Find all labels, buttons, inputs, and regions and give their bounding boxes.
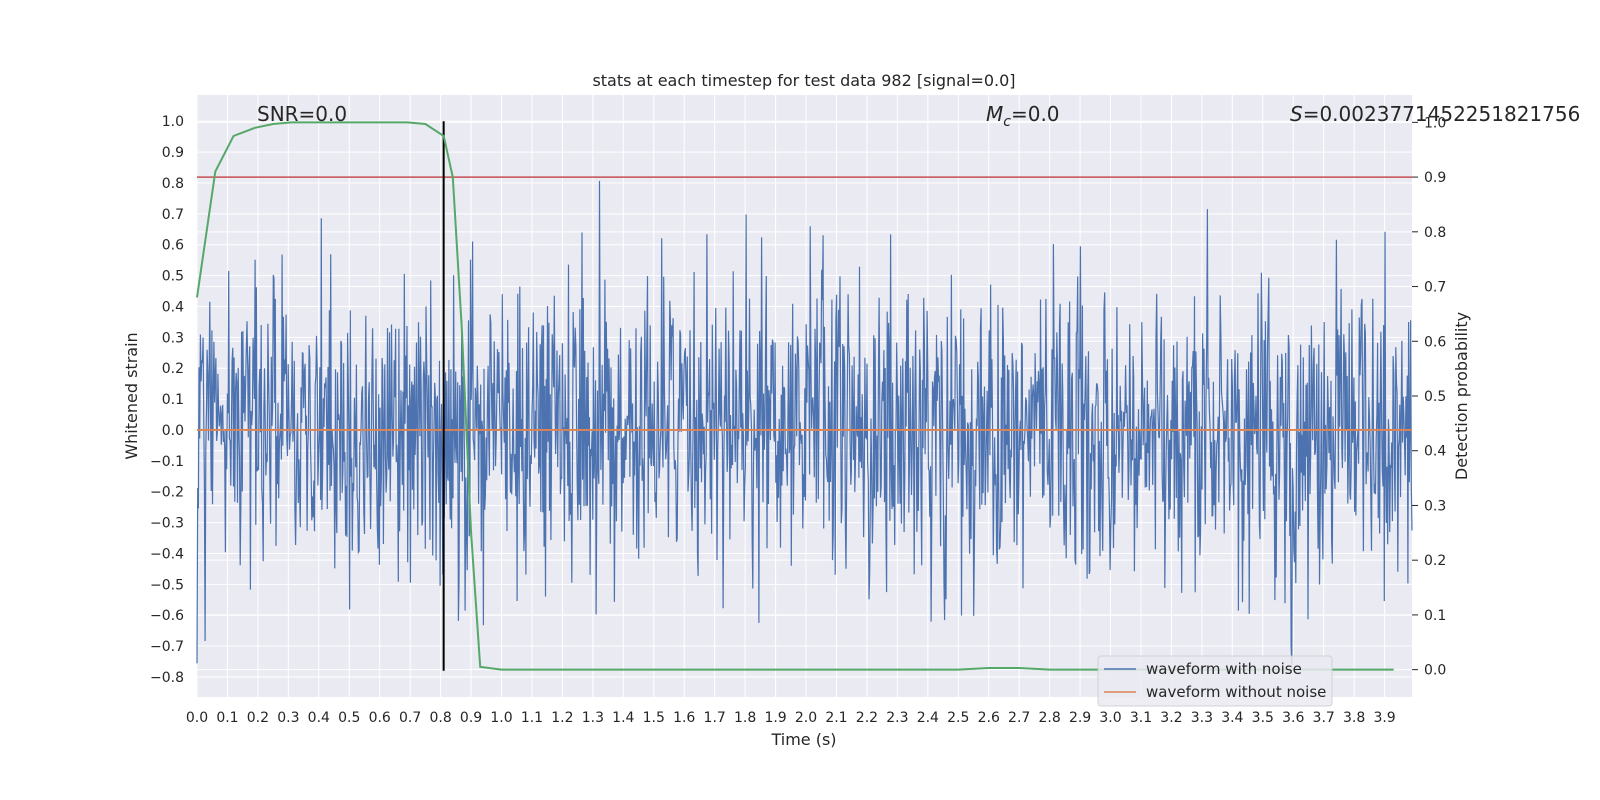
y-axis-label: Whitened strain [122,332,141,459]
x-tick-label: 3.4 [1221,710,1243,726]
s-symbol: S [1290,102,1303,126]
y2-tick-label: 0.1 [1424,608,1446,624]
mc-symbol: M [986,102,1003,126]
y-tick-label: 1.0 [162,114,184,130]
x-tick-label: 3.2 [1160,710,1182,726]
legend-box [1097,655,1333,707]
y-tick-label: 0.7 [162,207,184,223]
x-tick-label: 0.2 [247,710,269,726]
x-tick-label: 3.3 [1191,710,1213,726]
y2-tick-label: 0.2 [1424,553,1446,569]
s-annotation: S=0.0023771452251821756 [1290,102,1580,126]
x-axis-ticks: 0.0 0.1 0.2 0.3 0.4 0.5 0.6 0.7 0.8 0.9 1.0 1.1 1.2 1… [186,710,1396,726]
y-tick-label: 0.2 [162,361,184,377]
y2-tick-label: 0.6 [1424,334,1446,350]
series-detection-probability [196,121,1394,671]
x-tick-label: 3.1 [1130,710,1152,726]
y2-axis-ticks: 0.0 0.1 0.2 0.3 0.4 0.5 0.6 0.7 0.8 0.9 1.0 [1412,115,1446,679]
x-tick-label: 0.0 [186,710,208,726]
x-tick-label: 1.1 [521,710,543,726]
y-tick-label: −0.8 [150,670,184,686]
legend-label-noise: waveform with noise [1146,660,1302,678]
y2-tick-label: 0.4 [1424,444,1446,460]
x-tick-label: 1.2 [551,710,573,726]
x-tick-label: 0.9 [460,710,482,726]
y-tick-label: −0.5 [150,577,184,593]
series-waveform-with-noise [196,180,1413,666]
x-tick-label: 2.9 [1069,710,1091,726]
x-tick-label: 0.7 [399,710,421,726]
y-tick-label: 0.8 [162,176,184,192]
x-tick-label: 1.3 [582,710,604,726]
x-tick-label: 0.8 [429,710,451,726]
y-tick-label: −0.4 [150,546,184,562]
x-tick-label: 2.8 [1038,710,1060,726]
y-tick-label: 0.6 [162,238,184,254]
y-axis-ticks: −0.8 −0.7 −0.6 −0.5 −0.4 −0.3 −0.2 −0.1 0.0 0.1 0.… [150,114,184,686]
x-tick-label: 1.4 [612,710,634,726]
x-tick-label: 0.5 [338,710,360,726]
mc-value: =0.0 [1011,102,1060,126]
x-tick-label: 0.4 [308,710,330,726]
x-axis-label: Time (s) [770,730,836,749]
y-tick-label: −0.2 [150,485,184,501]
x-tick-label: 1.0 [490,710,512,726]
x-tick-label: 3.0 [1099,710,1121,726]
x-tick-label: 3.8 [1343,710,1365,726]
x-tick-label: 1.9 [764,710,786,726]
mc-subscript: c [1003,114,1011,130]
y-tick-label: 0.4 [162,299,184,315]
x-tick-label: 3.6 [1282,710,1304,726]
s-value: =0.0023771452251821756 [1303,102,1581,126]
y-tick-label: 0.1 [162,392,184,408]
y-tick-label: 0.3 [162,330,184,346]
x-tick-label: 1.6 [673,710,695,726]
x-tick-label: 2.3 [886,710,908,726]
x-tick-label: 2.2 [856,710,878,726]
plot-marks [196,121,1413,671]
x-tick-label: 0.1 [216,710,238,726]
x-tick-label: 2.6 [978,710,1000,726]
y2-tick-label: 0.8 [1424,225,1446,241]
x-tick-label: 2.7 [1008,710,1030,726]
x-tick-label: 3.7 [1313,710,1335,726]
y-tick-label: 0.5 [162,269,184,285]
y-tick-label: 0.0 [162,423,184,439]
x-tick-label: 0.3 [277,710,299,726]
chirp-mass-annotation: Mc=0.0 [986,102,1060,130]
y2-tick-label: 1.0 [1424,115,1446,131]
legend-label-clean: waveform without noise [1146,683,1326,701]
y2-tick-label: 0.0 [1424,663,1446,679]
x-tick-label: 2.1 [825,710,847,726]
y2-tick-label: 0.7 [1424,280,1446,296]
y2-tick-label: 0.9 [1424,170,1446,186]
y-tick-label: −0.1 [150,454,184,470]
legend: waveform with noise waveform without noi… [1097,655,1333,707]
y2-axis-label: Detection probability [1452,312,1471,480]
x-tick-label: 2.5 [947,710,969,726]
x-tick-label: 1.7 [704,710,726,726]
x-tick-label: 1.8 [734,710,756,726]
x-tick-label: 3.5 [1252,710,1274,726]
snr-annotation: SNR=0.0 [257,102,347,126]
y-tick-label: −0.3 [150,516,184,532]
x-tick-label: 3.9 [1373,710,1395,726]
y-tick-label: −0.7 [150,639,184,655]
x-tick-label: 0.6 [369,710,391,726]
y2-tick-label: 0.3 [1424,498,1446,514]
y-tick-label: −0.6 [150,608,184,624]
x-tick-label: 2.4 [917,710,939,726]
x-tick-label: 2.0 [795,710,817,726]
x-tick-label: 1.5 [643,710,665,726]
y-tick-label: 0.9 [162,145,184,161]
y2-tick-label: 0.5 [1424,389,1446,405]
chart-title: stats at each timestep for test data 982… [592,71,1015,90]
